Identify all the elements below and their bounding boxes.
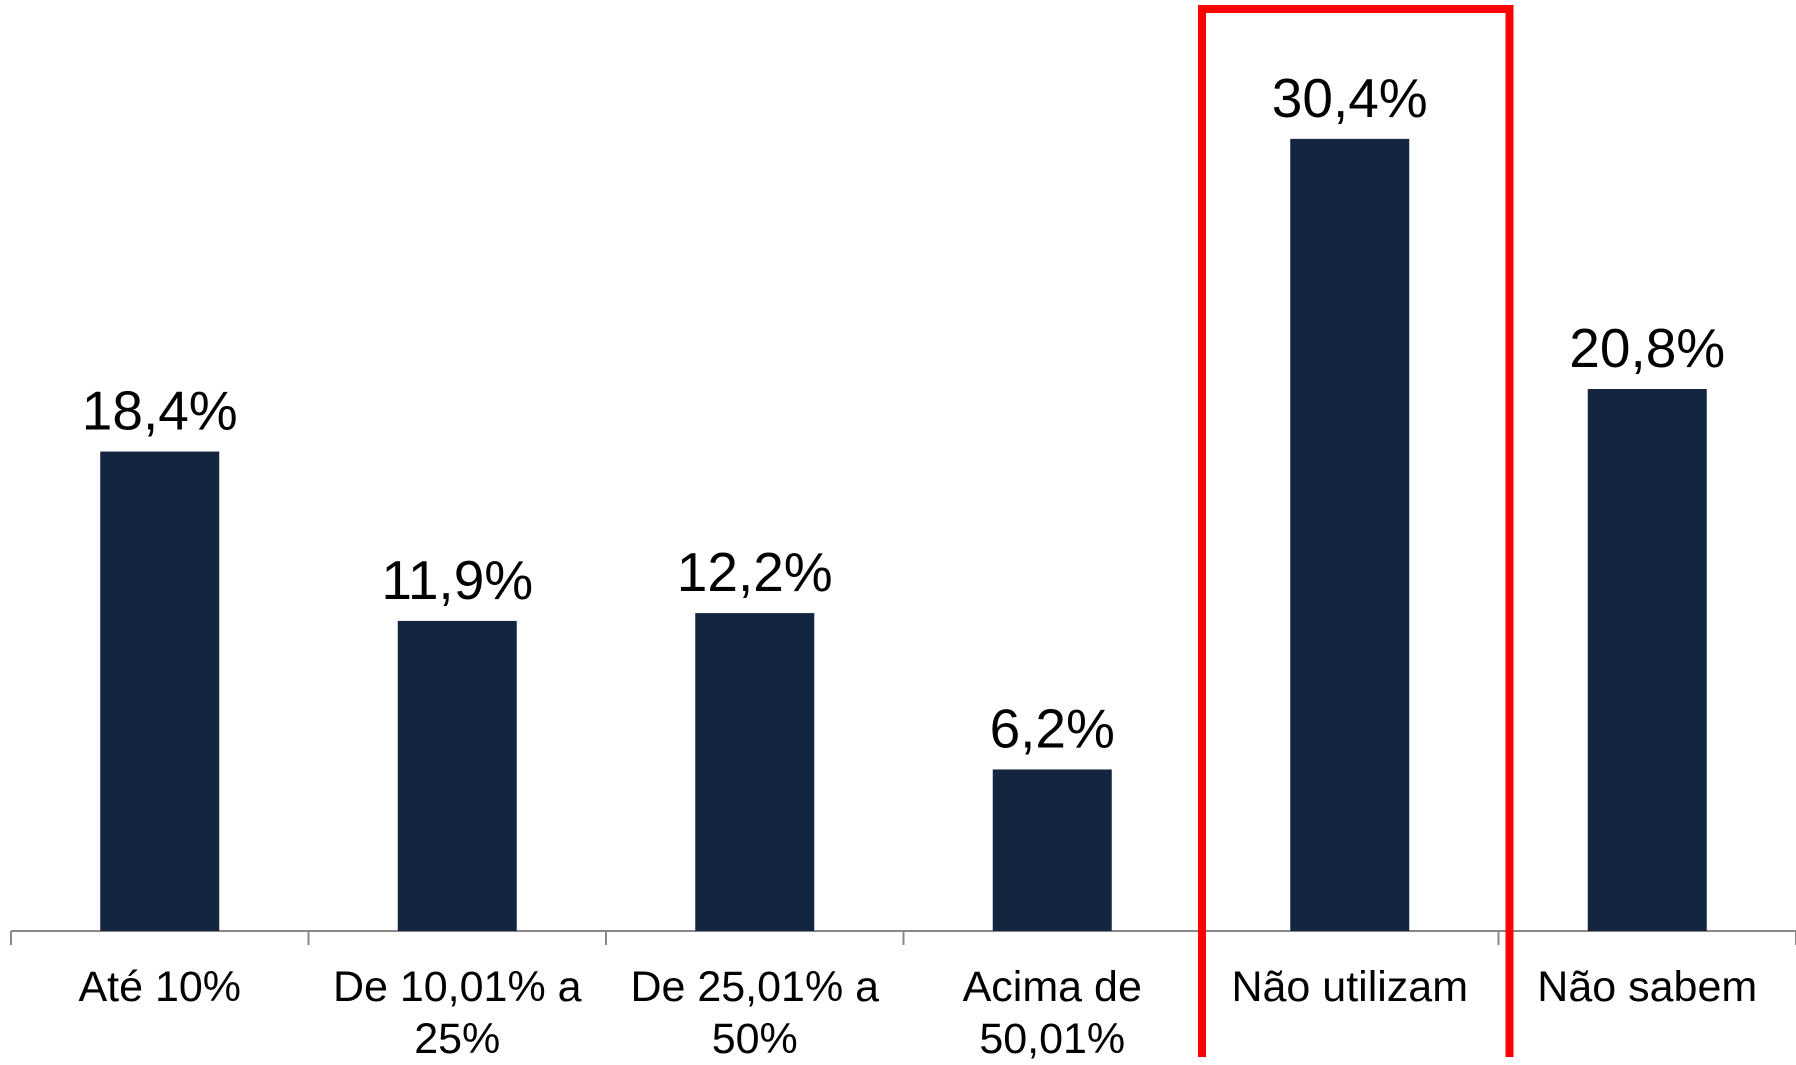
x-tick-label: De 25,01% a 50%	[606, 961, 904, 1065]
bar	[1290, 139, 1409, 931]
x-tick-label: Não sabem	[1499, 961, 1796, 1013]
x-tick-label: Acima de 50,01%	[904, 961, 1202, 1065]
bar	[1588, 389, 1707, 931]
bar	[398, 621, 517, 931]
bar	[695, 613, 814, 931]
bar	[993, 769, 1112, 931]
value-label: 18,4%	[82, 380, 238, 442]
value-label: 20,8%	[1569, 317, 1725, 379]
bar	[100, 452, 219, 931]
value-label: 30,4%	[1272, 67, 1428, 129]
value-label: 11,9%	[381, 549, 533, 611]
x-tick-label: De 10,01% a 25%	[309, 961, 607, 1065]
x-tick-label: Não utilizam	[1201, 961, 1499, 1013]
value-label: 6,2%	[990, 697, 1115, 759]
x-tick-label: Até 10%	[11, 961, 309, 1013]
value-label: 12,2%	[677, 541, 833, 603]
